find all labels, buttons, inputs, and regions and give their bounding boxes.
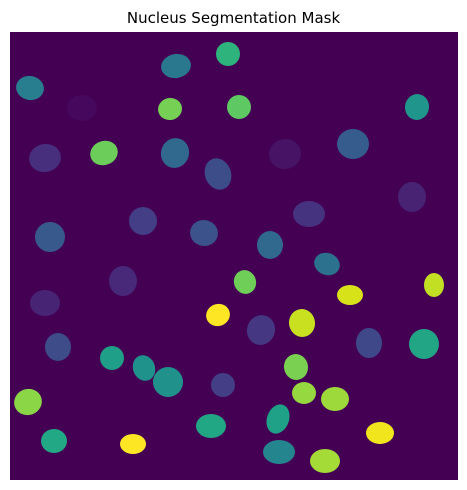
figure-title: Nucleus Segmentation Mask <box>0 8 467 28</box>
nucleus-19 <box>257 231 283 259</box>
nucleus-43 <box>120 434 146 454</box>
nucleus-44 <box>263 440 295 464</box>
nucleus-23 <box>30 290 60 316</box>
nucleus-30 <box>100 346 124 370</box>
nucleus-36 <box>211 373 235 397</box>
nucleus-13 <box>337 129 369 159</box>
nucleus-29 <box>45 333 71 361</box>
nucleus-46 <box>366 422 394 444</box>
nucleus-6 <box>227 95 251 119</box>
nucleus-14 <box>398 182 426 212</box>
nucleus-20 <box>109 266 137 296</box>
nucleus-45 <box>310 449 340 473</box>
nucleus-37 <box>292 382 316 404</box>
segmentation-mask-image <box>10 32 458 480</box>
nucleus-16 <box>293 201 325 227</box>
nucleus-4 <box>67 95 97 121</box>
nucleus-38 <box>321 387 349 411</box>
nucleus-34 <box>409 329 439 359</box>
nucleus-33 <box>356 328 382 358</box>
nucleus-25 <box>424 273 444 297</box>
nucleus-24 <box>337 285 363 305</box>
nucleus-3 <box>216 42 240 66</box>
nucleus-41 <box>41 429 67 453</box>
nucleus-42 <box>196 414 226 438</box>
